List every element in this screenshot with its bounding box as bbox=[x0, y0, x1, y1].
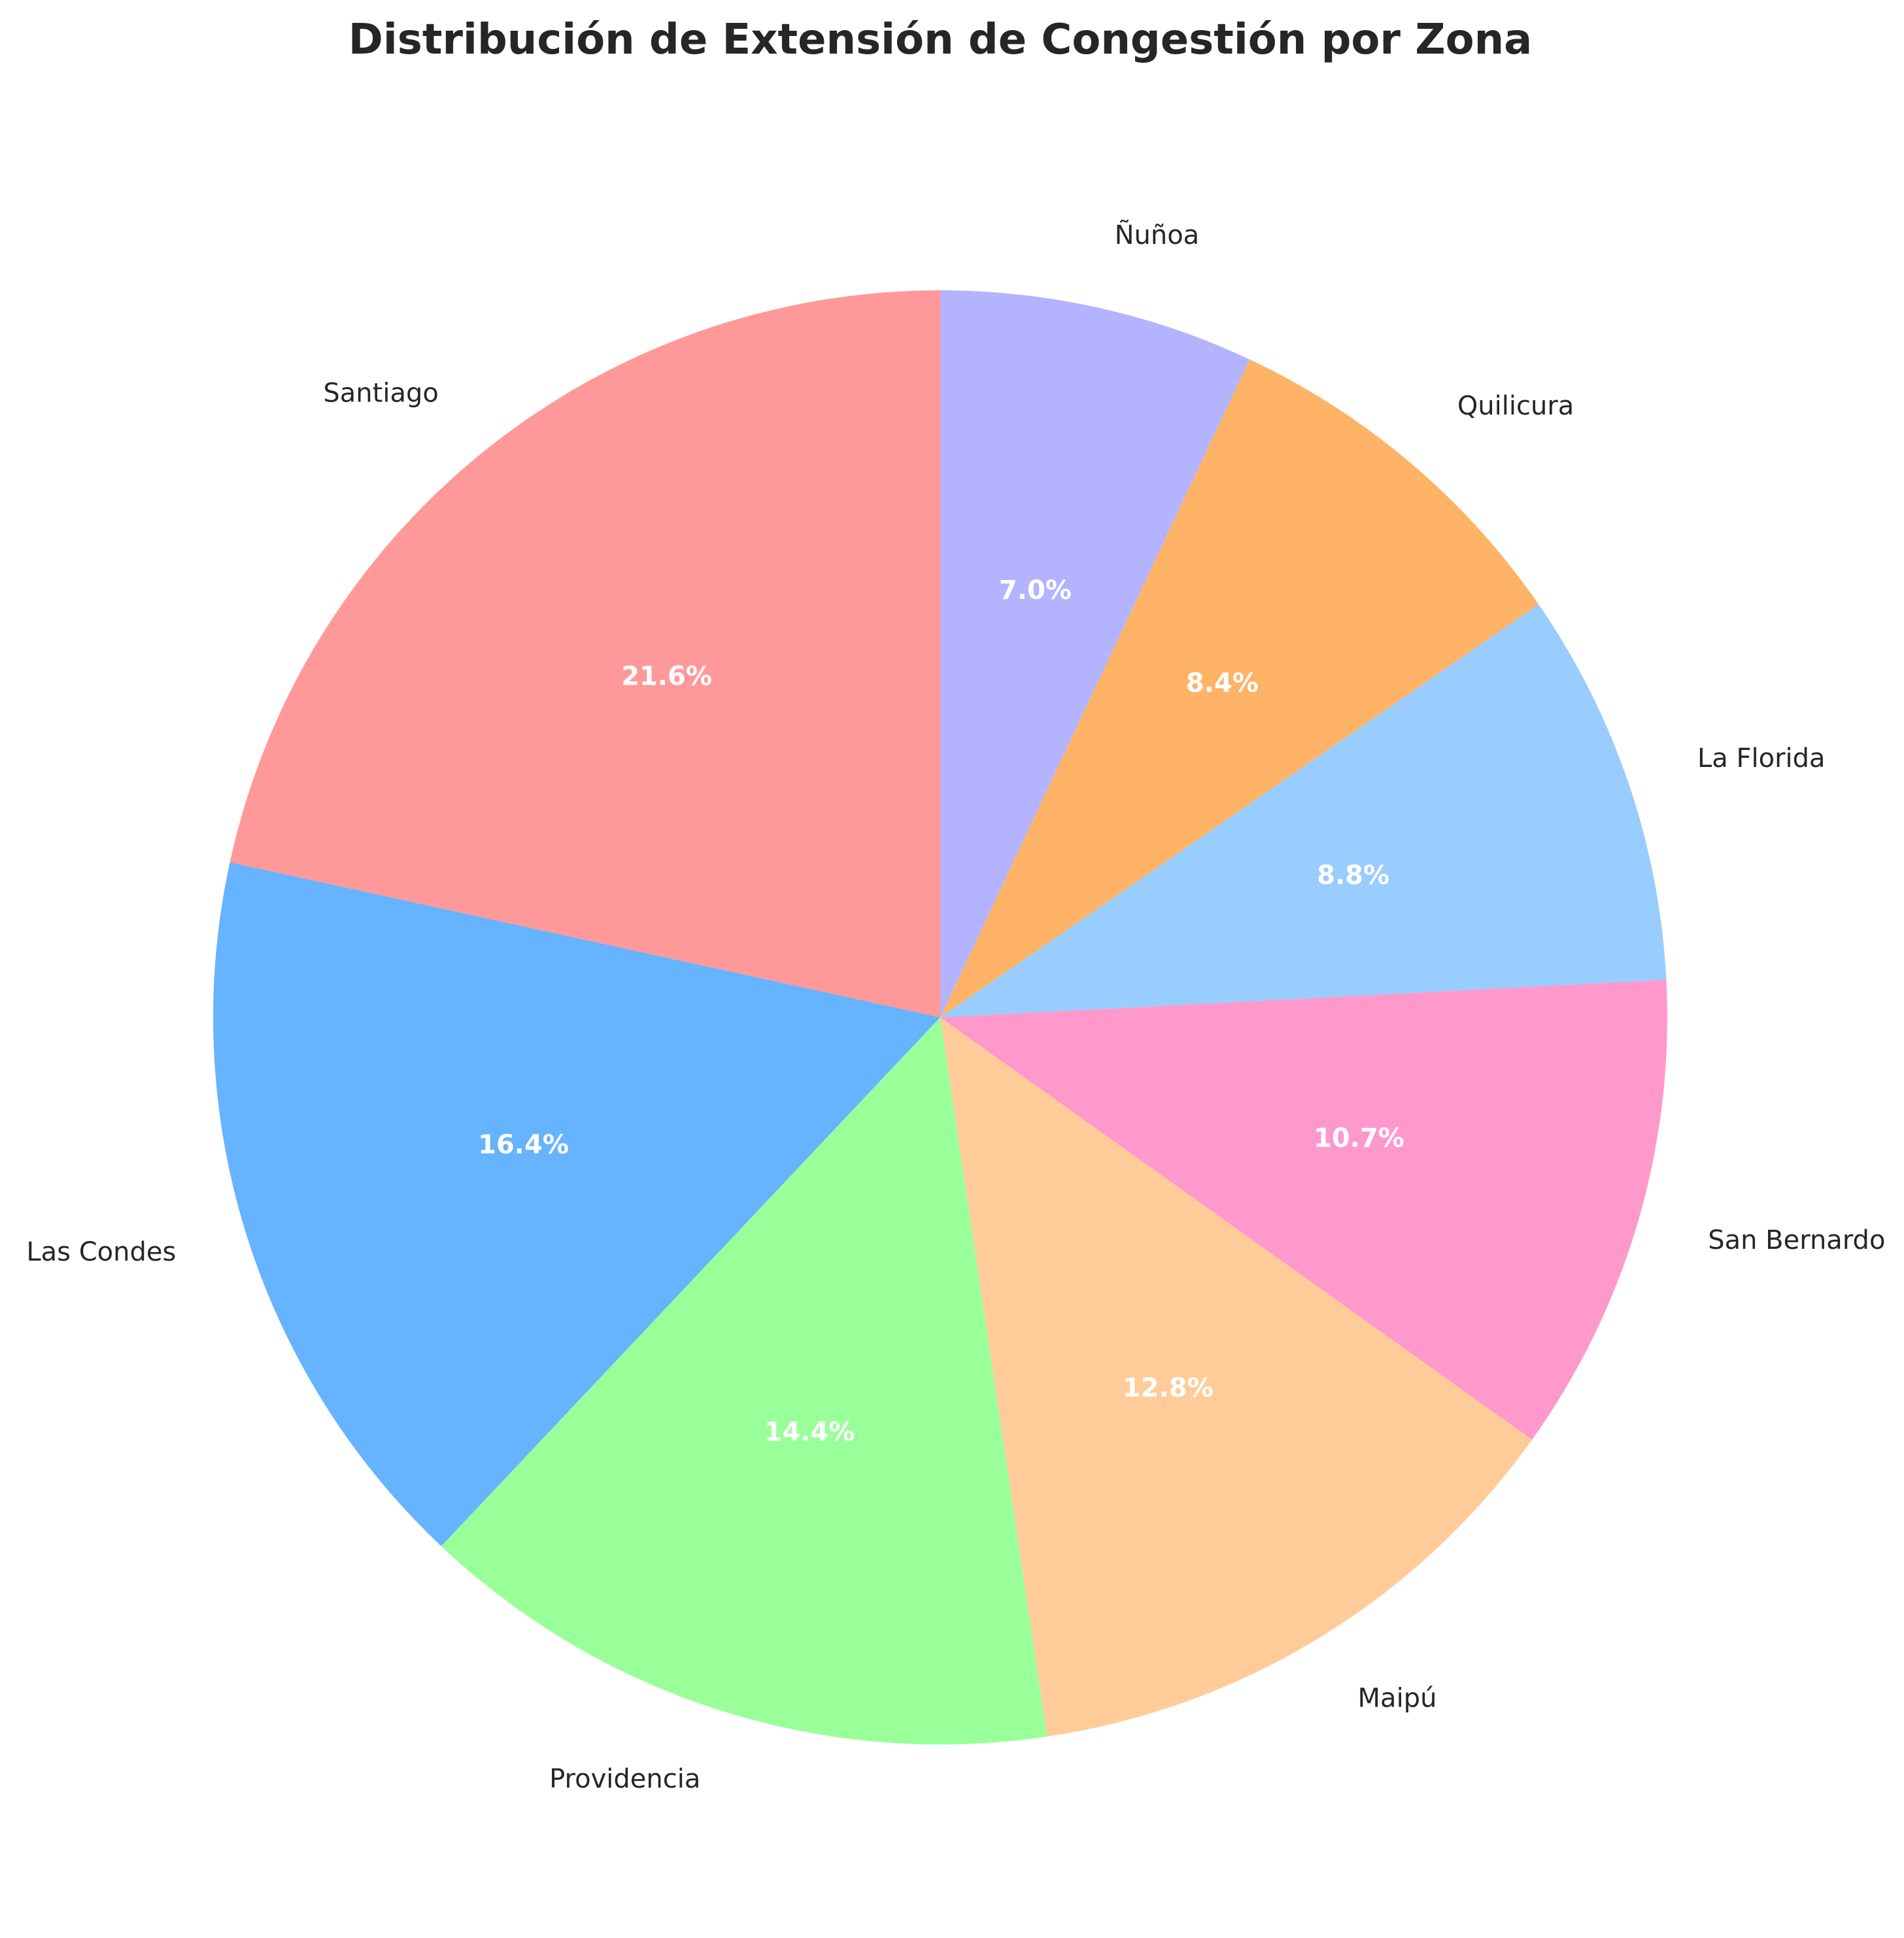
pie-labels: Santiago 21.6% Las Condes 16.4% Providencia 1… bbox=[26, 219, 1885, 1794]
pie-slice-providencia bbox=[441, 1017, 1047, 1744]
slice-label-nunoa: Ñuñoa bbox=[1115, 219, 1200, 250]
pie-slice-las-condes bbox=[212, 862, 940, 1546]
slice-percent-quilicura: 8.4% bbox=[1186, 668, 1259, 698]
pie-slices bbox=[212, 290, 1667, 1744]
slice-label-quilicura: Quilicura bbox=[1457, 391, 1574, 421]
slice-label-santiago: Santiago bbox=[323, 378, 438, 408]
slice-label-maipu: Maipú bbox=[1358, 1683, 1437, 1713]
slice-label-la-florida: La Florida bbox=[1697, 743, 1826, 774]
slice-label-san-bernardo: San Bernardo bbox=[1708, 1225, 1885, 1255]
slice-percent-maipu: 12.8% bbox=[1123, 1373, 1214, 1403]
pie-slice-maipu bbox=[940, 1017, 1533, 1737]
slice-percent-la-florida: 8.8% bbox=[1317, 860, 1389, 891]
slice-percent-san-bernardo: 10.7% bbox=[1314, 1123, 1404, 1153]
slice-percent-las-condes: 16.4% bbox=[478, 1130, 569, 1160]
chart-title: Distribución de Extensión de Congestión … bbox=[348, 16, 1533, 64]
pie-slice-san-bernardo bbox=[940, 979, 1667, 1440]
pie-slice-quilicura bbox=[940, 359, 1539, 1017]
slice-label-providencia: Providencia bbox=[549, 1764, 700, 1794]
slice-percent-providencia: 14.4% bbox=[764, 1418, 855, 1448]
pie-slice-nunoa bbox=[940, 290, 1250, 1017]
pie-slice-la-florida bbox=[940, 604, 1667, 1017]
slice-label-las-condes: Las Condes bbox=[26, 1237, 176, 1267]
slice-percent-nunoa: 7.0% bbox=[999, 575, 1072, 605]
pie-slice-santiago bbox=[230, 290, 940, 1017]
slice-percent-santiago: 21.6% bbox=[621, 661, 712, 691]
